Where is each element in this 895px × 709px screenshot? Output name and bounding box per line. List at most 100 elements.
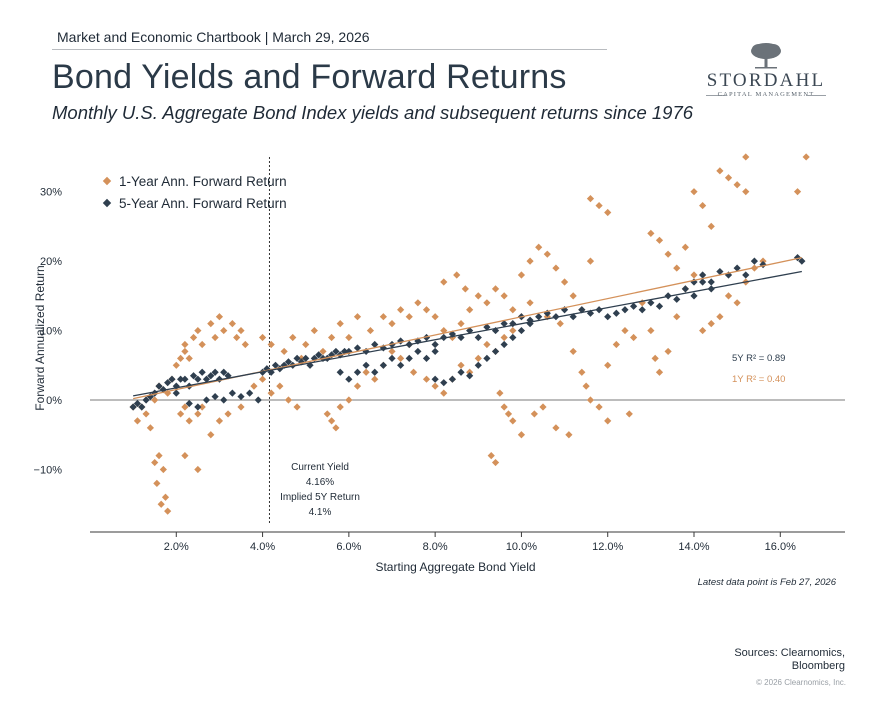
point-1y [526,257,534,265]
point-5y [194,375,202,383]
point-1y [630,333,638,342]
point-1y [409,368,418,376]
point-5y [397,337,405,345]
point-1y [543,250,551,258]
point-1y [724,174,733,182]
latest-data-note: Latest data point is Feb 27, 2026 [697,577,836,588]
point-1y [647,326,655,335]
point-5y [535,313,543,321]
point-5y [146,392,154,401]
point-5y [491,326,500,335]
point-1y [345,396,353,404]
point-1y [440,389,448,397]
point-5y [211,368,219,376]
point-5y [742,271,750,279]
point-5y [716,267,724,276]
y-axis-title: Forward Annualized Return [33,265,47,410]
copyright: © 2026 Clearnomics, Inc. [756,678,846,687]
trendline-5y [133,270,802,397]
point-1y [742,153,750,161]
point-1y [328,333,336,342]
point-1y [569,292,577,300]
legend-label-5y: 5-Year Ann. Forward Return [119,196,287,211]
x-tick-label: 8.0% [423,541,448,553]
point-5y [414,347,422,356]
point-1y [793,188,802,196]
point-5y [431,340,439,349]
point-5y [168,375,176,383]
point-1y [491,458,500,467]
y-tick-label: 0% [46,395,62,407]
point-5y [491,347,500,356]
point-1y [207,431,215,439]
point-1y [582,382,590,390]
point-5y [500,320,508,328]
point-5y [220,368,228,376]
point-1y [151,396,159,404]
page-subtitle: Monthly U.S. Aggregate Bond Index yields… [52,102,694,123]
point-1y [198,403,206,411]
y-tick-label: 30% [40,187,62,199]
point-1y [258,333,267,342]
point-5y [638,306,646,314]
point-5y [517,326,526,335]
point-5y [362,347,370,356]
point-1y [483,299,491,307]
x-tick-label: 16.0% [765,541,796,553]
x-axis-title: Starting Aggregate Bond Yield [375,560,535,574]
point-1y [604,208,612,217]
point-1y [414,299,422,307]
point-5y [483,323,491,331]
point-1y [362,368,370,376]
point-1y [189,333,198,342]
point-1y [733,181,741,189]
logo-rule-left [706,95,726,96]
x-tick-label: 6.0% [336,541,361,553]
point-1y [802,153,810,161]
point-1y [664,347,672,356]
point-1y [164,507,172,515]
implied-return-value: 4.1% [309,507,332,518]
point-1y [595,201,603,210]
point-1y [207,320,215,328]
point-1y [716,167,724,175]
point-5y [371,340,379,349]
point-5y [621,306,629,314]
point-1y [552,424,560,432]
legend-marker-5y [102,198,112,208]
point-5y [431,375,439,383]
point-5y [474,333,482,342]
point-1y [474,292,482,300]
point-1y [280,347,288,356]
point-1y [724,292,733,300]
point-1y [379,313,387,321]
point-5y [604,313,612,321]
point-5y [263,365,271,373]
point-1y [586,257,595,265]
point-5y [336,368,344,376]
point-5y [798,257,806,265]
point-1y [496,389,504,397]
point-1y [500,333,508,342]
point-1y [153,479,161,487]
point-1y [716,313,724,321]
point-1y [586,396,595,404]
point-1y [155,452,163,460]
point-1y [177,354,185,362]
point-5y [379,361,387,369]
point-1y [215,417,224,425]
point-5y [211,392,219,401]
point-5y [185,399,193,408]
point-1y [366,326,375,335]
point-1y [241,340,249,349]
point-5y [612,309,620,317]
point-1y [690,188,698,196]
point-1y [466,306,474,314]
point-1y [181,347,189,356]
point-1y [422,375,431,383]
point-1y [474,354,482,362]
point-1y [699,201,707,210]
point-1y [319,347,327,356]
point-1y [142,410,150,418]
point-5y [207,372,215,380]
